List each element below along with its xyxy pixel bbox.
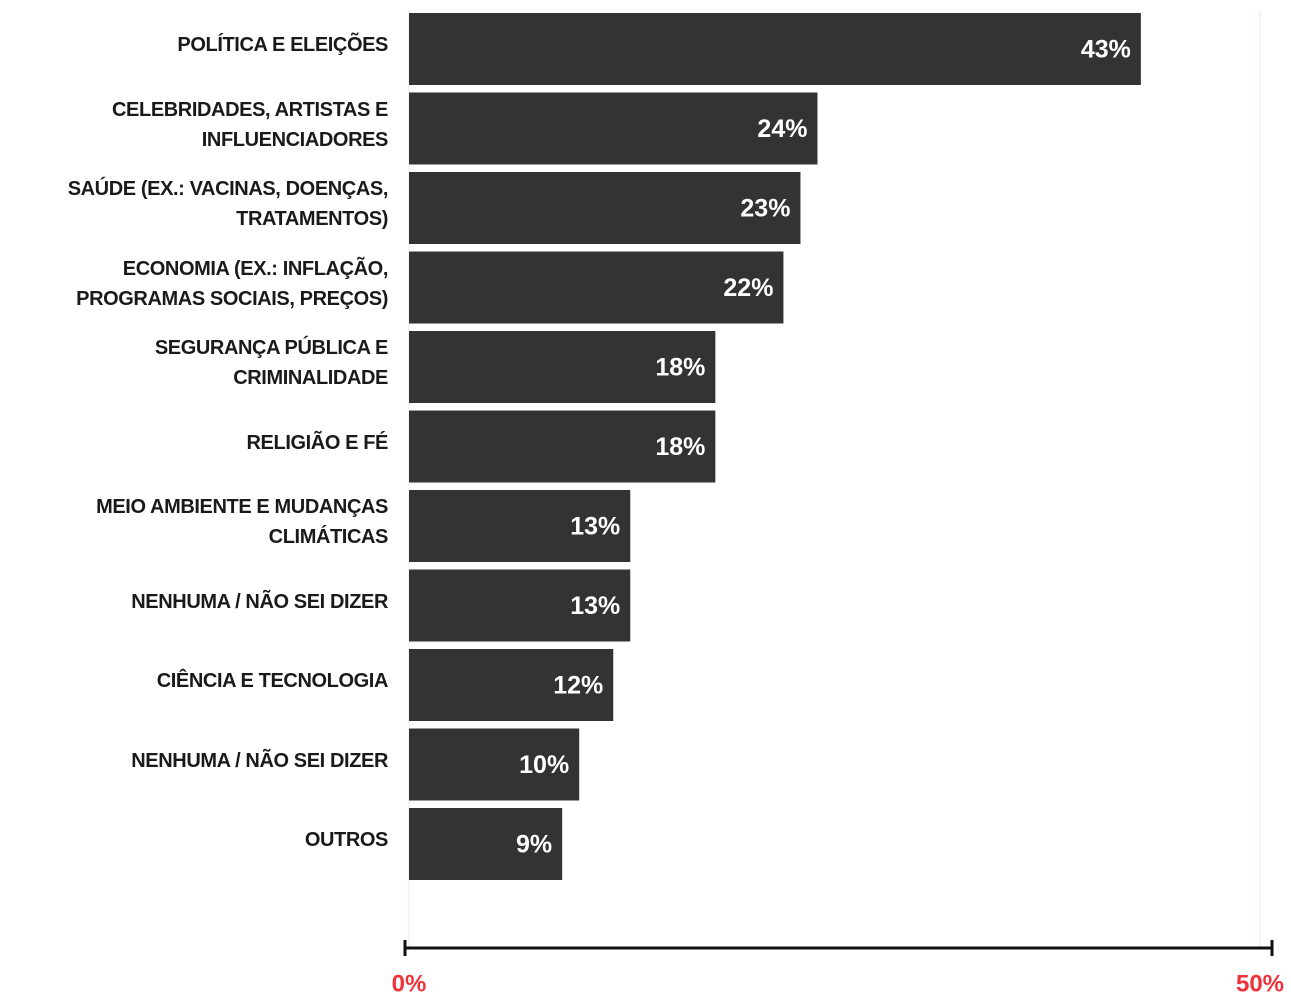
bar (409, 808, 563, 880)
bar (409, 331, 716, 403)
x-tick-label: 0% (392, 970, 427, 995)
value-label: 10% (519, 751, 569, 779)
category-label: OUTROS (304, 829, 389, 851)
bar (409, 649, 614, 721)
category-label: RELIGIÃO E FÉ (246, 431, 389, 454)
bar (409, 92, 818, 165)
bar (409, 13, 1141, 85)
category-label: NENHUMA / NÃO SEI DIZER (131, 749, 388, 772)
value-label: 13% (570, 592, 620, 620)
bar (409, 251, 784, 324)
category-label: SEGURANÇA PÚBLICA E CRIMINALIDADE (154, 337, 389, 389)
value-label: 23% (740, 195, 790, 223)
bar (409, 490, 631, 562)
bar (409, 172, 801, 244)
category-label: MEIO AMBIENTE E MUDANÇAS CLIMÁTICAS (96, 496, 388, 548)
value-label: 18% (655, 354, 705, 382)
category-label: NENHUMA / NÃO SEI DIZER (131, 590, 388, 613)
category-label: POLÍTICA E ELEIÇÕES (177, 34, 388, 56)
value-label: 22% (723, 274, 773, 302)
value-label: 24% (757, 115, 807, 143)
category-label: SAÚDE (EX.: VACINAS, DOENÇAS, TRATAMENTO… (67, 178, 389, 230)
value-label: 43% (1081, 36, 1131, 64)
bar (409, 410, 716, 483)
bar (409, 728, 580, 801)
value-label: 12% (553, 672, 603, 700)
bar (409, 569, 631, 642)
x-tick-label: 50% (1236, 970, 1284, 995)
category-label: ECONOMIA (EX.: INFLAÇÃO, PROGRAMAS SOCIA… (76, 257, 388, 310)
value-label: 18% (655, 433, 705, 461)
category-label: CIÊNCIA E TECNOLOGIA (156, 670, 389, 692)
value-label: 9% (516, 831, 552, 859)
category-label: CELEBRIDADES, ARTISTAS E INFLUENCIADORES (112, 98, 388, 151)
value-label: 13% (570, 513, 620, 541)
